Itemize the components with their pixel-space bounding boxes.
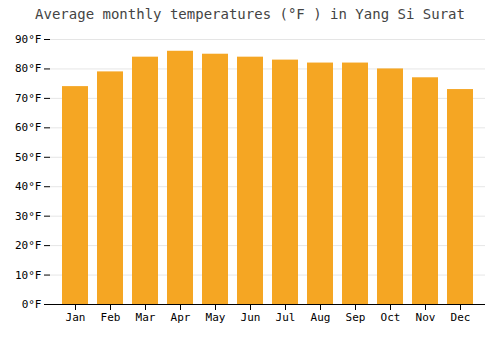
svg-text:80°F: 80°F — [15, 62, 42, 75]
svg-text:Sep: Sep — [346, 311, 366, 324]
svg-text:0°F: 0°F — [22, 298, 42, 311]
svg-text:50°F: 50°F — [15, 151, 42, 164]
html-text:Average monthly temperatures (: Average monthly temperatures (°F ) in Ya… — [35, 6, 465, 22]
svg-text:20°F: 20°F — [15, 239, 42, 252]
svg-text:Jan: Jan — [66, 311, 86, 324]
svg-text:May: May — [206, 311, 226, 324]
svg-text:Mar: Mar — [136, 311, 156, 324]
svg-text:Oct: Oct — [381, 311, 401, 324]
svg-text:Aug: Aug — [311, 311, 331, 324]
svg-text:40°F: 40°F — [15, 180, 42, 193]
svg-text:Jun: Jun — [241, 311, 261, 324]
svg-text:10°F: 10°F — [15, 269, 42, 282]
svg-text:70°F: 70°F — [15, 92, 42, 105]
svg-text:90°F: 90°F — [15, 33, 42, 46]
svg-text:60°F: 60°F — [15, 121, 42, 134]
svg-text:Jul: Jul — [276, 311, 296, 324]
svg-text:Apr: Apr — [171, 311, 191, 324]
svg-text:30°F: 30°F — [15, 210, 42, 223]
svg-text:Dec: Dec — [451, 311, 471, 324]
svg-text:Nov: Nov — [416, 311, 436, 324]
svg-text:Feb: Feb — [101, 311, 121, 324]
